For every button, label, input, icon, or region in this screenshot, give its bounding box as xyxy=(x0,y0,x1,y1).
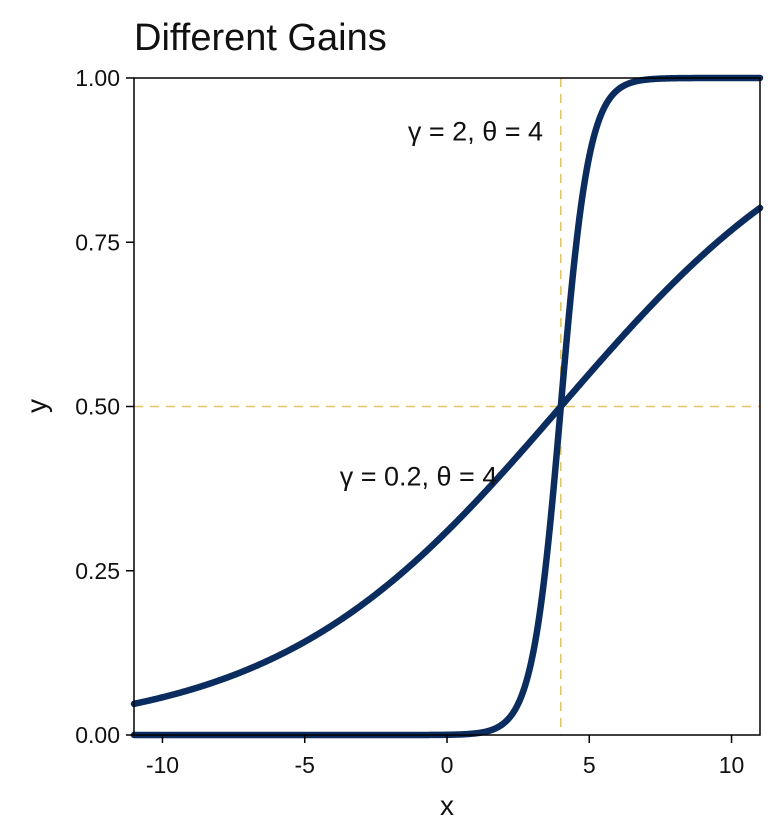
series-annotation-0: γ = 2, θ = 4 xyxy=(408,117,543,147)
y-tick-label: 0.75 xyxy=(75,229,120,255)
x-tick-label: -10 xyxy=(146,752,179,778)
y-axis-label: y xyxy=(21,399,52,413)
x-tick-label: 10 xyxy=(719,752,745,778)
x-tick-label: 5 xyxy=(583,752,596,778)
x-axis-label: x xyxy=(440,790,454,821)
x-tick-label: 0 xyxy=(441,752,454,778)
x-tick-label: -5 xyxy=(295,752,315,778)
chart-title: Different Gains xyxy=(134,17,387,59)
series-line-1 xyxy=(130,204,764,708)
x-axis: -10 -5 0 5 10 xyxy=(146,735,745,778)
series-annotation-1: γ = 0.2, θ = 4 xyxy=(340,461,498,491)
reference-lines xyxy=(134,78,760,735)
y-tick-label: 0.25 xyxy=(75,558,120,584)
y-tick-label: 0.50 xyxy=(75,394,120,420)
y-axis: 0.00 0.25 0.50 0.75 1.00 xyxy=(75,65,134,748)
y-tick-label: 1.00 xyxy=(75,65,120,91)
annotations: γ = 2, θ = 4 γ = 0.2, θ = 4 xyxy=(340,117,543,492)
y-tick-label: 0.00 xyxy=(75,722,120,748)
